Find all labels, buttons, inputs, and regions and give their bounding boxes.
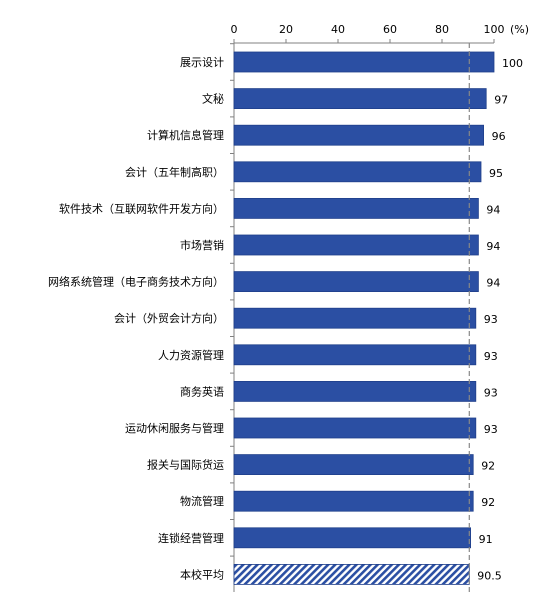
category-label: 市场营销 xyxy=(180,238,224,252)
bar xyxy=(233,417,477,439)
category-label: 会计（外贸会计方向） xyxy=(114,311,224,325)
data-label: 92 xyxy=(481,496,495,509)
category-label: 文秘 xyxy=(202,92,224,106)
average-bar xyxy=(233,564,470,585)
data-label: 95 xyxy=(489,167,503,180)
bar xyxy=(233,344,477,366)
data-label: 93 xyxy=(484,423,498,436)
category-label: 连锁经营管理 xyxy=(158,531,224,545)
bar xyxy=(233,307,477,329)
bar xyxy=(233,380,477,402)
data-label: 97 xyxy=(494,94,508,107)
category-label: 物流管理 xyxy=(180,494,224,508)
data-label: 92 xyxy=(481,460,495,473)
x-tick-label: 20 xyxy=(279,23,293,36)
data-label: 96 xyxy=(492,130,506,143)
data-label: 100 xyxy=(502,57,523,70)
category-label: 报关与国际货运 xyxy=(147,458,224,472)
x-tick-label: 60 xyxy=(383,23,397,36)
x-tick-label: 80 xyxy=(435,23,449,36)
data-label: 91 xyxy=(479,533,493,546)
category-label: 展示设计 xyxy=(180,56,224,69)
category-label: 本校平均 xyxy=(180,567,224,581)
bar xyxy=(233,234,479,256)
x-tick-label: 100 xyxy=(484,23,505,36)
bar xyxy=(233,124,485,146)
category-label: 运动休闲服务与管理 xyxy=(125,421,224,435)
bar xyxy=(233,51,495,73)
x-tick-label: 40 xyxy=(331,23,345,36)
bar xyxy=(233,454,474,476)
category-label: 会计（五年制高职） xyxy=(125,165,224,179)
bar xyxy=(233,161,482,183)
bar xyxy=(233,271,479,293)
data-label: 93 xyxy=(484,350,498,363)
data-label: 94 xyxy=(486,203,500,216)
bar xyxy=(233,527,472,549)
data-label: 94 xyxy=(486,277,500,290)
data-label: 93 xyxy=(484,386,498,399)
bar xyxy=(233,197,479,219)
x-tick-label: 0 xyxy=(231,23,238,36)
unit-label: (%) xyxy=(510,23,529,36)
category-label: 商务英语 xyxy=(180,384,224,398)
category-label: 软件技术（互联网软件开发方向） xyxy=(59,201,224,215)
category-label: 网络系统管理（电子商务技术方向） xyxy=(48,275,224,289)
bar xyxy=(233,88,487,109)
bar xyxy=(233,490,474,512)
category-label: 人力资源管理 xyxy=(158,348,224,362)
data-label: 94 xyxy=(486,240,500,253)
data-label: 93 xyxy=(484,313,498,326)
data-label: 90.5 xyxy=(477,569,502,582)
category-label: 计算机信息管理 xyxy=(147,128,224,142)
